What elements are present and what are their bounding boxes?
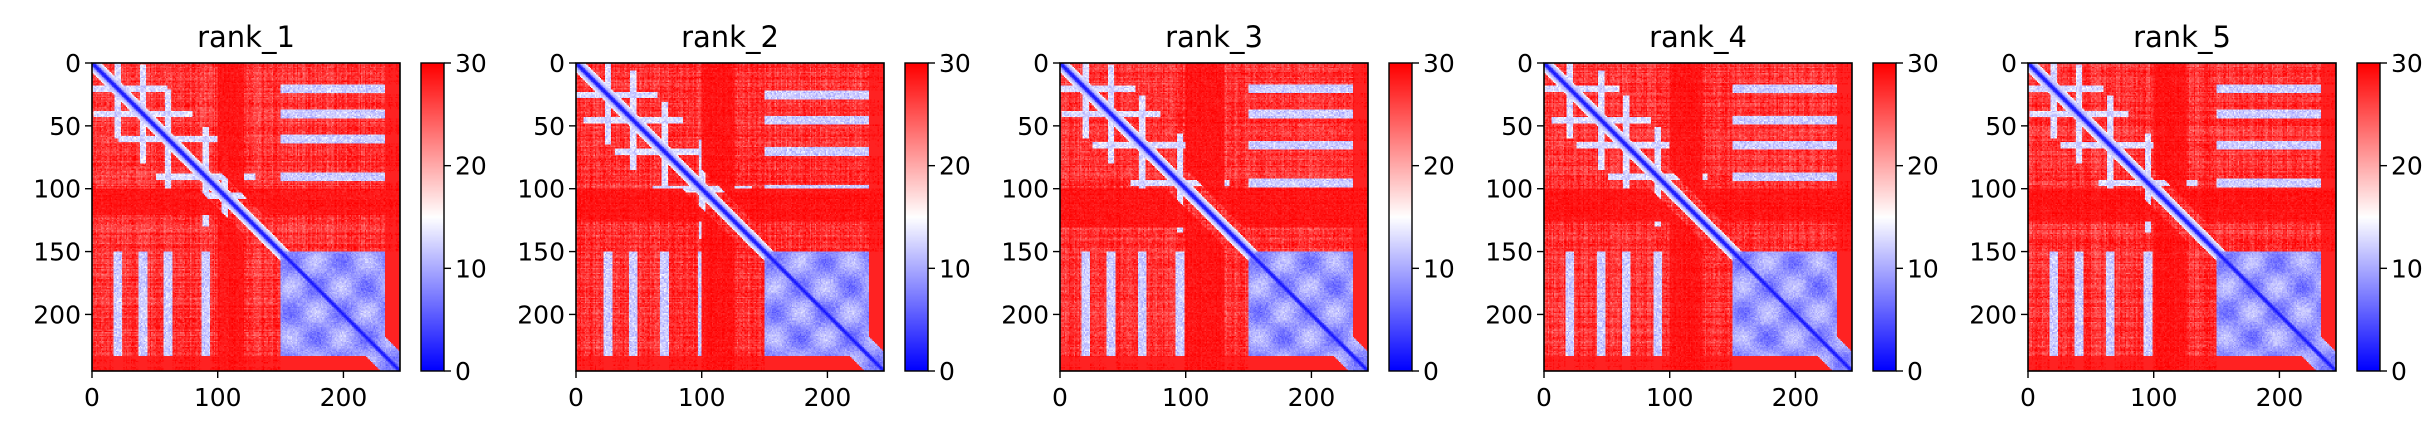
heatmap-panel-3: rank_3 0 50 100 150 200 0 100 200 0 10 20 30 [1001, 20, 1455, 412]
x-tick-label: 200 [2256, 383, 2304, 412]
x-tick-label: 200 [1288, 383, 1336, 412]
y-tick-label: 50 [49, 112, 81, 141]
y-tick-label: 150 [1969, 238, 2017, 267]
heatmap-image [1544, 63, 1852, 371]
x-tick-label: 0 [84, 383, 100, 412]
colorbar-tick-label: 0 [2391, 357, 2407, 386]
colorbar-frame [1388, 62, 1413, 372]
x-tick-label: 100 [678, 383, 726, 412]
y-tick-label: 200 [517, 300, 565, 329]
colorbar-tick-label: 30 [2391, 49, 2423, 78]
x-tick-label: 0 [1052, 383, 1068, 412]
y-tick-label: 0 [65, 49, 81, 78]
colorbar-tick-label: 20 [2391, 152, 2423, 181]
y-tick-label: 200 [1969, 300, 2017, 329]
y-tick-label: 150 [1485, 238, 1533, 267]
heatmap-panel-2: rank_2 0 50 100 150 200 0 100 200 0 10 20 30 [517, 20, 971, 412]
y-tick-label: 150 [517, 238, 565, 267]
x-tick-label: 100 [1162, 383, 1210, 412]
y-tick-label: 50 [1501, 112, 1533, 141]
colorbar-tick-label: 0 [1423, 357, 1439, 386]
panel-title: rank_5 [2133, 20, 2231, 54]
colorbar-tick-label: 10 [939, 254, 971, 283]
colorbar [421, 63, 444, 371]
y-tick-label: 50 [1017, 112, 1049, 141]
y-tick-label: 50 [1985, 112, 2017, 141]
heatmap-image [2028, 63, 2336, 371]
heatmap-panel-1: rank_1 0 50 100 150 200 0 100 200 0 10 20 30 [33, 20, 487, 412]
panel-title: rank_3 [1165, 20, 1263, 54]
axes-frame [91, 62, 401, 372]
x-tick-label: 0 [568, 383, 584, 412]
colorbar-tick-label: 10 [1907, 254, 1939, 283]
heatmap-panel-5: rank_5 0 50 100 150 200 0 100 200 0 10 20 30 [1969, 20, 2423, 412]
colorbar-tick-label: 20 [1907, 152, 1939, 181]
colorbar-tick-label: 20 [1423, 152, 1455, 181]
y-tick-label: 200 [1485, 300, 1533, 329]
x-tick-label: 100 [194, 383, 242, 412]
heatmap-panel-4: rank_4 0 50 100 150 200 0 100 200 0 10 20 30 [1485, 20, 1939, 412]
colorbar-frame [2356, 62, 2381, 372]
y-tick-label: 200 [1001, 300, 1049, 329]
heatmap-image [1060, 63, 1368, 371]
y-tick-label: 0 [1517, 49, 1533, 78]
colorbar-tick-label: 20 [939, 152, 971, 181]
y-tick-label: 100 [33, 175, 81, 204]
colorbar [1389, 63, 1412, 371]
axes-frame [2027, 62, 2337, 372]
colorbar-frame [1872, 62, 1897, 372]
colorbar-tick-label: 10 [1423, 254, 1455, 283]
y-tick-label: 100 [1485, 175, 1533, 204]
y-tick-label: 0 [1033, 49, 1049, 78]
y-tick-label: 100 [517, 175, 565, 204]
x-tick-label: 200 [320, 383, 368, 412]
x-tick-label: 200 [804, 383, 852, 412]
colorbar-tick-label: 30 [1907, 49, 1939, 78]
colorbar [1873, 63, 1896, 371]
colorbar-frame [420, 62, 445, 372]
heatmap-image [576, 63, 884, 371]
colorbar [905, 63, 928, 371]
y-tick-label: 0 [549, 49, 565, 78]
colorbar-tick-label: 10 [2391, 254, 2423, 283]
colorbar-tick-label: 30 [455, 49, 487, 78]
axes-frame [1059, 62, 1369, 372]
heatmap-image [92, 63, 400, 371]
colorbar-tick-label: 0 [1907, 357, 1923, 386]
colorbar-tick-label: 20 [455, 152, 487, 181]
x-tick-label: 200 [1772, 383, 1820, 412]
panel-title: rank_4 [1649, 20, 1747, 54]
y-tick-label: 100 [1969, 175, 2017, 204]
axes-frame [1543, 62, 1853, 372]
y-tick-label: 50 [533, 112, 565, 141]
colorbar-tick-label: 30 [939, 49, 971, 78]
axes-frame [575, 62, 885, 372]
x-tick-label: 0 [2020, 383, 2036, 412]
y-tick-label: 200 [33, 300, 81, 329]
x-tick-label: 0 [1536, 383, 1552, 412]
x-tick-label: 100 [2130, 383, 2178, 412]
colorbar-tick-label: 0 [939, 357, 955, 386]
y-tick-label: 150 [1001, 238, 1049, 267]
y-tick-label: 100 [1001, 175, 1049, 204]
y-tick-label: 0 [2001, 49, 2017, 78]
panel-title: rank_1 [197, 20, 295, 54]
x-tick-label: 100 [1646, 383, 1694, 412]
colorbar-frame [904, 62, 929, 372]
colorbar-tick-label: 30 [1423, 49, 1455, 78]
colorbar-tick-label: 10 [455, 254, 487, 283]
colorbar-tick-label: 0 [455, 357, 471, 386]
panel-title: rank_2 [681, 20, 779, 54]
colorbar [2357, 63, 2380, 371]
y-tick-label: 150 [33, 238, 81, 267]
